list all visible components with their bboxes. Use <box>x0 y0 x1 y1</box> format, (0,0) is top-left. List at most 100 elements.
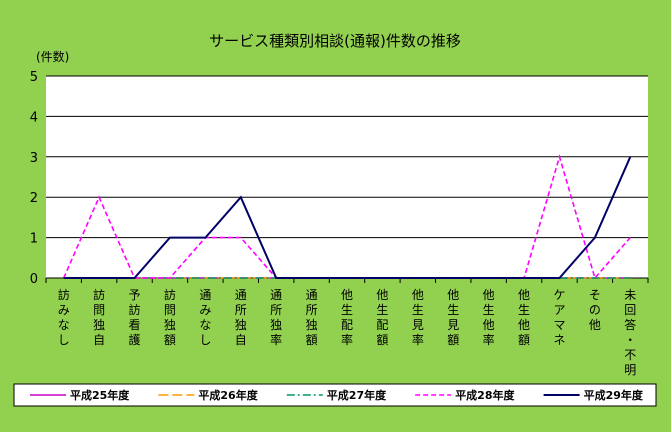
x-tick-char: 問 <box>164 303 176 317</box>
legend-box <box>13 383 657 407</box>
x-tick-char: そ <box>589 288 601 302</box>
legend-label: 平成29年度 <box>584 388 644 402</box>
x-tick-char: 率 <box>341 332 353 347</box>
x-tick-char: 自 <box>235 333 247 347</box>
x-tick-char: 独 <box>164 318 176 332</box>
x-tick-char: 生 <box>447 303 459 317</box>
x-tick-char: 他 <box>518 288 530 302</box>
x-tick-char: 見 <box>412 318 424 332</box>
x-tick-char: 額 <box>164 333 176 347</box>
x-tick-char: み <box>199 303 211 317</box>
chart-title: サービス種類別相談(通報)件数の推移 <box>209 32 461 50</box>
x-tick-char: 予 <box>129 288 141 302</box>
legend: 平成25年度 平成26年度 平成27年度 平成28年度 平成29年度 <box>30 388 644 402</box>
x-tick-char: ア <box>553 303 565 317</box>
x-tick-char: 他 <box>447 288 459 302</box>
x-tick-char: の <box>589 303 601 317</box>
series-line <box>63 156 632 279</box>
x-tick-char: 独 <box>306 318 318 332</box>
x-tick-char: 率 <box>483 332 495 347</box>
x-tick-char: 未 <box>624 288 636 302</box>
x-tick-char: 見 <box>447 318 459 332</box>
x-tick-char: 所 <box>235 303 247 317</box>
x-tick-char: 他 <box>483 288 495 302</box>
x-tick-label: その他 <box>589 288 601 332</box>
x-tick-char: 他 <box>518 318 530 332</box>
x-tick-char: 所 <box>306 303 318 317</box>
x-tick-char: 他 <box>341 288 353 302</box>
x-tick-char: 独 <box>93 318 105 332</box>
y-tick-label: 5 <box>30 70 38 85</box>
y-tick-label: 4 <box>30 110 38 125</box>
x-tick-char: 額 <box>306 333 318 347</box>
x-tick-char: 生 <box>483 303 495 317</box>
x-tick-char: み <box>58 303 70 317</box>
y-tick-label: 0 <box>30 272 38 287</box>
x-tick-char: 額 <box>376 333 388 347</box>
legend-label: 平成27年度 <box>327 388 387 402</box>
x-tick-char: な <box>58 318 70 332</box>
legend-label: 平成26年度 <box>198 388 258 402</box>
x-tick-char: 生 <box>518 303 530 317</box>
x-tick-char: ケ <box>553 288 565 302</box>
x-tick-char: 配 <box>376 318 388 332</box>
x-tick-char: 生 <box>341 303 353 317</box>
x-tick-char: マ <box>553 318 565 332</box>
x-tick-char: 問 <box>93 303 105 317</box>
y-tick-label: 3 <box>30 151 38 166</box>
y-axis-label: (件数) <box>36 49 69 64</box>
x-tick-char: な <box>199 318 211 332</box>
x-tick-char: 通 <box>306 288 318 302</box>
x-tick-label: 未回答・不明 <box>624 288 636 377</box>
x-tick-char: 生 <box>376 303 388 317</box>
x-tick-char: 他 <box>412 288 424 302</box>
x-tick-char: 訪 <box>129 302 141 317</box>
x-tick-char: し <box>199 333 211 347</box>
x-tick-char: 率 <box>412 332 424 347</box>
x-tick-char: 配 <box>341 318 353 332</box>
x-tick-char: 所 <box>270 303 282 317</box>
x-tick-char: 不 <box>624 348 636 362</box>
x-tick-char: 回 <box>624 303 636 317</box>
legend-label: 平成28年度 <box>455 388 515 402</box>
x-tick-char: ・ <box>624 333 636 347</box>
x-tick-char: 看 <box>129 318 141 332</box>
x-tick-char: 他 <box>376 288 388 302</box>
x-tick-char: 通 <box>199 288 211 302</box>
x-tick-char: ネ <box>553 333 565 347</box>
x-tick-char: 他 <box>483 318 495 332</box>
plot-area <box>46 76 648 278</box>
x-tick-char: 通 <box>235 288 247 302</box>
x-tick-char: 額 <box>518 333 530 347</box>
y-axis-ticks: 0 1 2 3 4 5 <box>30 70 38 287</box>
x-tick-char: 他 <box>589 318 601 332</box>
x-tick-char: 訪 <box>164 287 176 302</box>
x-tick-char: 訪 <box>58 287 70 302</box>
x-tick-char: 答 <box>624 317 636 332</box>
x-tick-char: 独 <box>235 318 247 332</box>
x-tick-char: 額 <box>447 333 459 347</box>
y-tick-label: 1 <box>30 232 38 247</box>
x-tick-char: 明 <box>624 363 636 377</box>
x-tick-char: 通 <box>270 288 282 302</box>
x-axis-ticks: 訪みなし訪問独自予訪看護訪問独額通みなし通所独自通所独率通所独額他生配率他生配額… <box>45 278 649 377</box>
x-tick-char: 独 <box>270 318 282 332</box>
y-tick-label: 2 <box>30 191 38 206</box>
series-lines <box>62 153 632 280</box>
x-tick-char: 護 <box>129 332 141 347</box>
x-tick-char: 率 <box>270 332 282 347</box>
